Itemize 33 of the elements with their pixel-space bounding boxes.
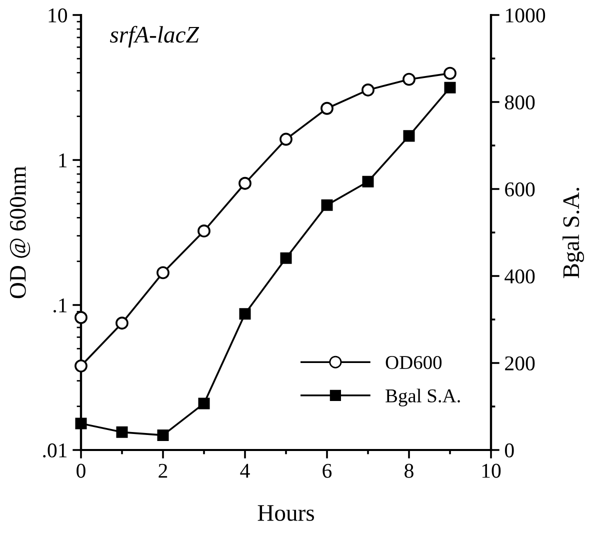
y2-tick-label: 200: [505, 356, 535, 370]
chart-title: srfA-lacZ: [110, 26, 200, 48]
point: [156, 266, 170, 280]
legend-label: OD600: [386, 356, 442, 370]
y-tick-label: .1: [54, 298, 67, 313]
x-tick-label: 2: [158, 464, 168, 478]
y2-tick-label: 0: [504, 443, 514, 458]
point: [444, 66, 456, 80]
y2-axis-title: Bgal S.A.: [562, 188, 584, 278]
x-tick-label: 8: [404, 464, 414, 478]
point: [320, 102, 334, 115]
y2-tick-label: 400: [504, 269, 535, 284]
point: [74, 311, 88, 324]
y-tick-label: 1: [59, 153, 67, 168]
y-tick-label: .01: [43, 443, 67, 458]
y2-tick-label: 600: [505, 182, 535, 196]
point: [116, 316, 128, 330]
x-tick-label: 0: [76, 464, 86, 478]
x-axis-title: Hours: [258, 505, 314, 521]
point: [198, 224, 210, 238]
y-tick-label: 10: [48, 8, 68, 22]
point: [238, 176, 252, 190]
x-tick-label: 6: [322, 464, 332, 478]
y2-tick-label: 800: [504, 95, 535, 110]
x-tick-label: 4: [240, 464, 250, 478]
point: [74, 359, 88, 372]
legend-label: Bgal S.A.: [386, 388, 460, 406]
y-axis-title: OD @ 600nm: [10, 166, 30, 298]
x-tick-label: 10: [482, 464, 501, 478]
point: [362, 84, 374, 96]
point: [280, 132, 292, 146]
y2-tick-label: 1000: [506, 8, 546, 22]
point: [402, 72, 416, 86]
